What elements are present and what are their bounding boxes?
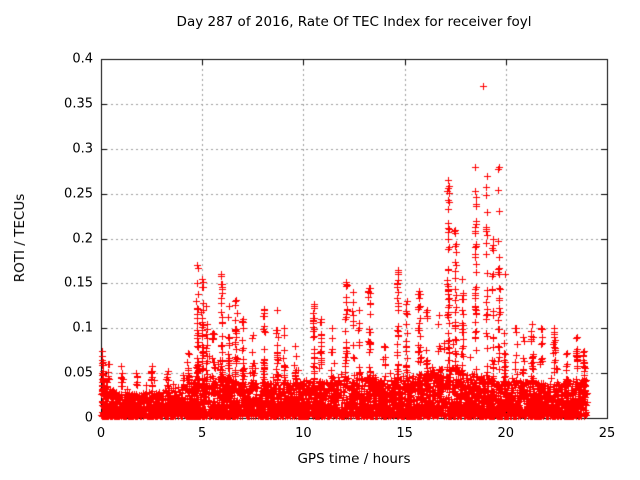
chart-title: Day 287 of 2016, Rate Of TEC Index for r…: [176, 14, 532, 30]
y-tick-label: 0.05: [64, 365, 93, 381]
x-tick-label: 15: [396, 426, 413, 441]
y-tick-label: 0.2: [72, 231, 93, 246]
x-tick-label: 5: [198, 426, 207, 441]
x-tick-label: 0: [96, 426, 106, 441]
y-tick-label: 0.15: [64, 275, 93, 291]
x-tick-label: 25: [598, 426, 616, 441]
x-tick-label: 10: [295, 426, 312, 441]
y-tick-label: 0.3: [72, 141, 93, 157]
y-tick-label: 0.4: [72, 51, 93, 67]
y-tick-label: 0: [84, 410, 93, 426]
x-tick-label: 20: [497, 426, 515, 441]
y-axis-label: ROTI / TECUs: [12, 193, 28, 283]
y-tick-label: 0.25: [64, 186, 93, 202]
y-tick-label: 0.1: [72, 320, 93, 336]
y-tick-label: 0.35: [64, 96, 93, 112]
x-axis-label: GPS time / hours: [297, 451, 411, 467]
